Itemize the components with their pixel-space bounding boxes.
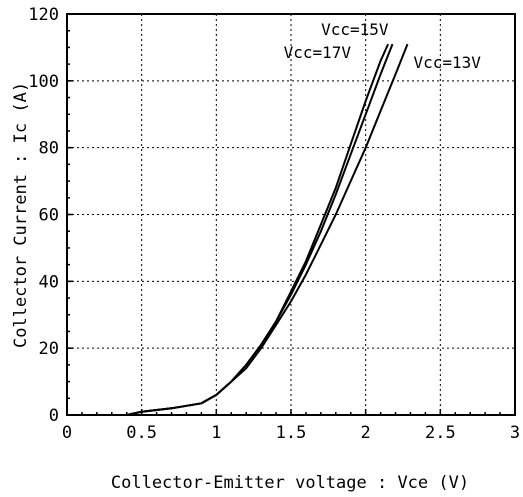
y-tick-label: 0 bbox=[49, 406, 59, 426]
series-line-vcc-15v bbox=[126, 43, 394, 416]
y-tick-label: 20 bbox=[39, 339, 59, 359]
x-tick-labels: 0 0.5 1 1.5 2 2.5 3 bbox=[62, 423, 520, 443]
x-axis-title: Collector-Emitter voltage : Vce (V) bbox=[111, 473, 469, 493]
grid bbox=[67, 14, 515, 415]
y-tick-labels: 0 20 40 60 80 100 120 bbox=[28, 5, 59, 426]
x-tick-label: 2 bbox=[361, 423, 371, 443]
y-tick-label: 100 bbox=[28, 72, 59, 92]
series-group bbox=[126, 43, 409, 416]
x-tick-label: 3 bbox=[510, 423, 520, 443]
tick-marks bbox=[66, 13, 516, 416]
x-tick-label: 1.5 bbox=[276, 423, 307, 443]
y-tick-label: 60 bbox=[39, 206, 59, 226]
series-label-vcc-13v: Vcc=13V bbox=[413, 53, 481, 72]
series-label-vcc-17v: Vcc=17V bbox=[284, 43, 352, 62]
x-tick-label: 1 bbox=[211, 423, 221, 443]
series-line-vcc-13v bbox=[126, 43, 409, 416]
x-tick-label: 2.5 bbox=[425, 423, 456, 443]
series-label-vcc-15v: Vcc=15V bbox=[321, 20, 389, 39]
y-tick-label: 40 bbox=[39, 272, 59, 292]
series-line-vcc-17v bbox=[126, 43, 390, 416]
y-tick-label: 120 bbox=[28, 5, 59, 25]
y-tick-label: 80 bbox=[39, 139, 59, 159]
x-tick-label: 0 bbox=[62, 423, 72, 443]
series-labels: Vcc=15V Vcc=17V Vcc=13V bbox=[284, 20, 482, 72]
x-tick-label: 0.5 bbox=[126, 423, 157, 443]
y-axis-title: Collector Current : Ic (A) bbox=[11, 82, 31, 348]
